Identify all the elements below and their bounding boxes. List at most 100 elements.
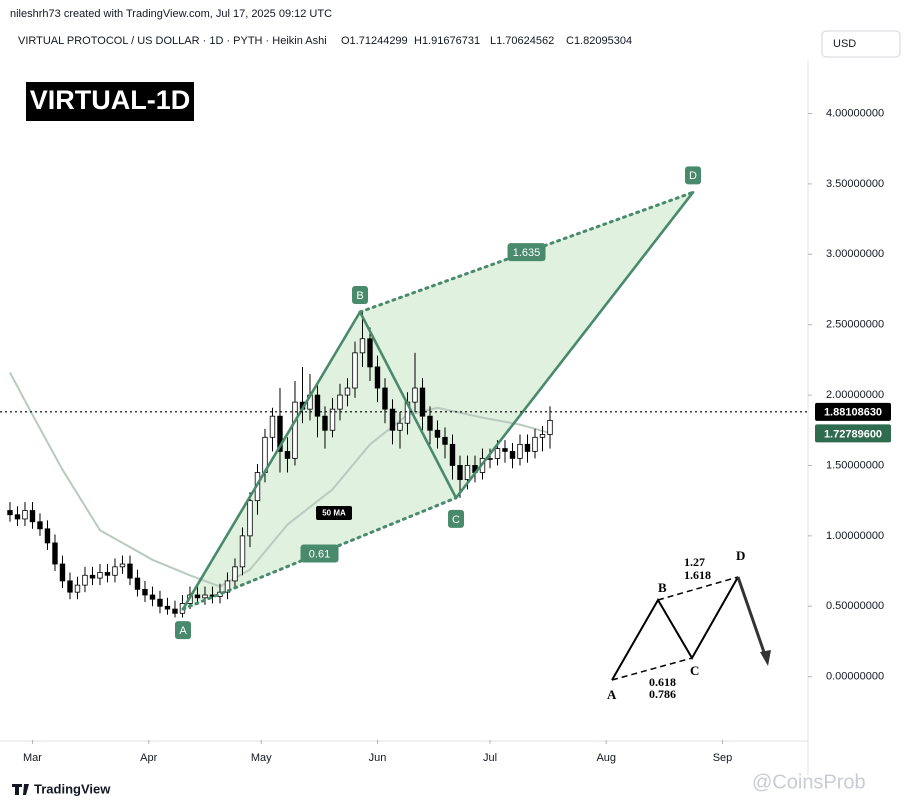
point-box	[175, 621, 192, 640]
point-text: C	[452, 514, 460, 526]
y-tick-label: 2.50000000	[826, 319, 884, 331]
y-tick-label: 3.50000000	[826, 178, 884, 190]
candle-body	[239, 535, 246, 568]
candle	[29, 502, 36, 529]
candle	[172, 600, 178, 618]
x-tick-label: Jun	[369, 752, 387, 764]
point-label: A	[175, 621, 192, 640]
candle	[359, 310, 366, 367]
candle-body	[359, 338, 366, 354]
candle-body	[292, 401, 298, 459]
candle-body	[277, 415, 283, 452]
candle	[314, 383, 321, 438]
candle-body	[247, 500, 253, 537]
candle-body	[164, 605, 171, 610]
candle-body	[367, 338, 373, 368]
price-label: 1.88108630	[824, 407, 882, 419]
candle-body	[509, 450, 516, 459]
candle-body	[374, 366, 381, 389]
x-tick-label: Apr	[140, 752, 157, 764]
inset-ratio: 1.618	[684, 568, 711, 582]
candle	[449, 434, 456, 480]
footer-icon	[12, 784, 29, 795]
candle-body	[14, 514, 21, 520]
candle	[52, 534, 58, 572]
candle	[322, 406, 328, 449]
candle-body	[202, 594, 208, 599]
price-label: 1.72789600	[824, 428, 882, 440]
candle-body	[232, 566, 238, 582]
candle	[119, 555, 126, 574]
candle-body	[269, 415, 276, 438]
pattern-edge	[181, 310, 362, 611]
candle-body	[74, 584, 81, 593]
candle	[247, 492, 253, 548]
inset-dashed	[611, 576, 739, 681]
inset-pattern	[611, 576, 739, 681]
candle	[104, 564, 111, 583]
point-text: B	[356, 290, 363, 302]
candle	[277, 388, 283, 473]
inset-ratio: 1.27	[684, 555, 705, 569]
candle-body	[419, 387, 426, 417]
pattern-area	[183, 192, 694, 610]
candle-body	[344, 387, 351, 396]
candle	[284, 437, 291, 473]
candle	[202, 586, 208, 605]
currency-label: USD	[833, 38, 856, 50]
candle-body	[29, 510, 36, 523]
candle	[112, 558, 118, 583]
candle	[22, 502, 28, 527]
candle	[419, 378, 426, 431]
chart-title: VIRTUAL-1D	[30, 85, 191, 115]
candle	[539, 426, 546, 452]
candle-body	[434, 429, 441, 438]
candle-body	[97, 572, 103, 579]
candle-body	[89, 574, 96, 579]
ma-label-box	[316, 506, 352, 520]
candle-body	[494, 448, 501, 459]
currency-button[interactable]	[821, 30, 901, 58]
candle	[127, 555, 133, 586]
candle	[37, 513, 43, 536]
candle	[59, 555, 66, 588]
y-tick-label: 3.00000000	[826, 248, 884, 260]
candle	[97, 564, 103, 586]
point-label: B	[352, 286, 369, 305]
ratio-label: 0.61	[300, 544, 339, 563]
watermark: @CoinsProb	[752, 771, 866, 793]
ratio-text: 0.61	[309, 548, 330, 560]
candle	[367, 327, 373, 381]
candle	[14, 506, 21, 527]
candle-body	[464, 465, 471, 480]
candle	[239, 527, 246, 576]
y-tick-label: 1.50000000	[826, 459, 884, 471]
inset-ratio: 0.786	[649, 687, 676, 701]
moving-average	[9, 372, 551, 588]
price-box	[815, 424, 891, 443]
candle-body	[22, 510, 28, 520]
candle-body	[194, 594, 201, 599]
candle-body	[284, 450, 291, 459]
point-box	[448, 509, 465, 528]
candle-body	[52, 542, 58, 565]
y-tick-label: 0.50000000	[826, 600, 884, 612]
candle	[164, 597, 171, 615]
candle	[427, 406, 433, 445]
point-label: D	[685, 166, 702, 185]
candle	[397, 411, 403, 449]
symbol-line: VIRTUAL PROTOCOL / US DOLLAR · 1D · PYTH…	[18, 35, 327, 47]
inset-background	[598, 545, 793, 710]
candle	[412, 352, 418, 412]
ratio-box	[300, 544, 339, 563]
x-tick-label: Aug	[596, 752, 616, 764]
candle-body	[7, 510, 13, 516]
ratio-label: 1.635	[507, 243, 546, 262]
x-tick-label: Sep	[713, 752, 733, 764]
candle	[67, 572, 73, 600]
inset-label: D	[736, 548, 745, 563]
candle-body	[397, 422, 403, 431]
attribution: nileshrh73 created with TradingView.com,…	[10, 8, 332, 20]
candle	[352, 341, 358, 398]
